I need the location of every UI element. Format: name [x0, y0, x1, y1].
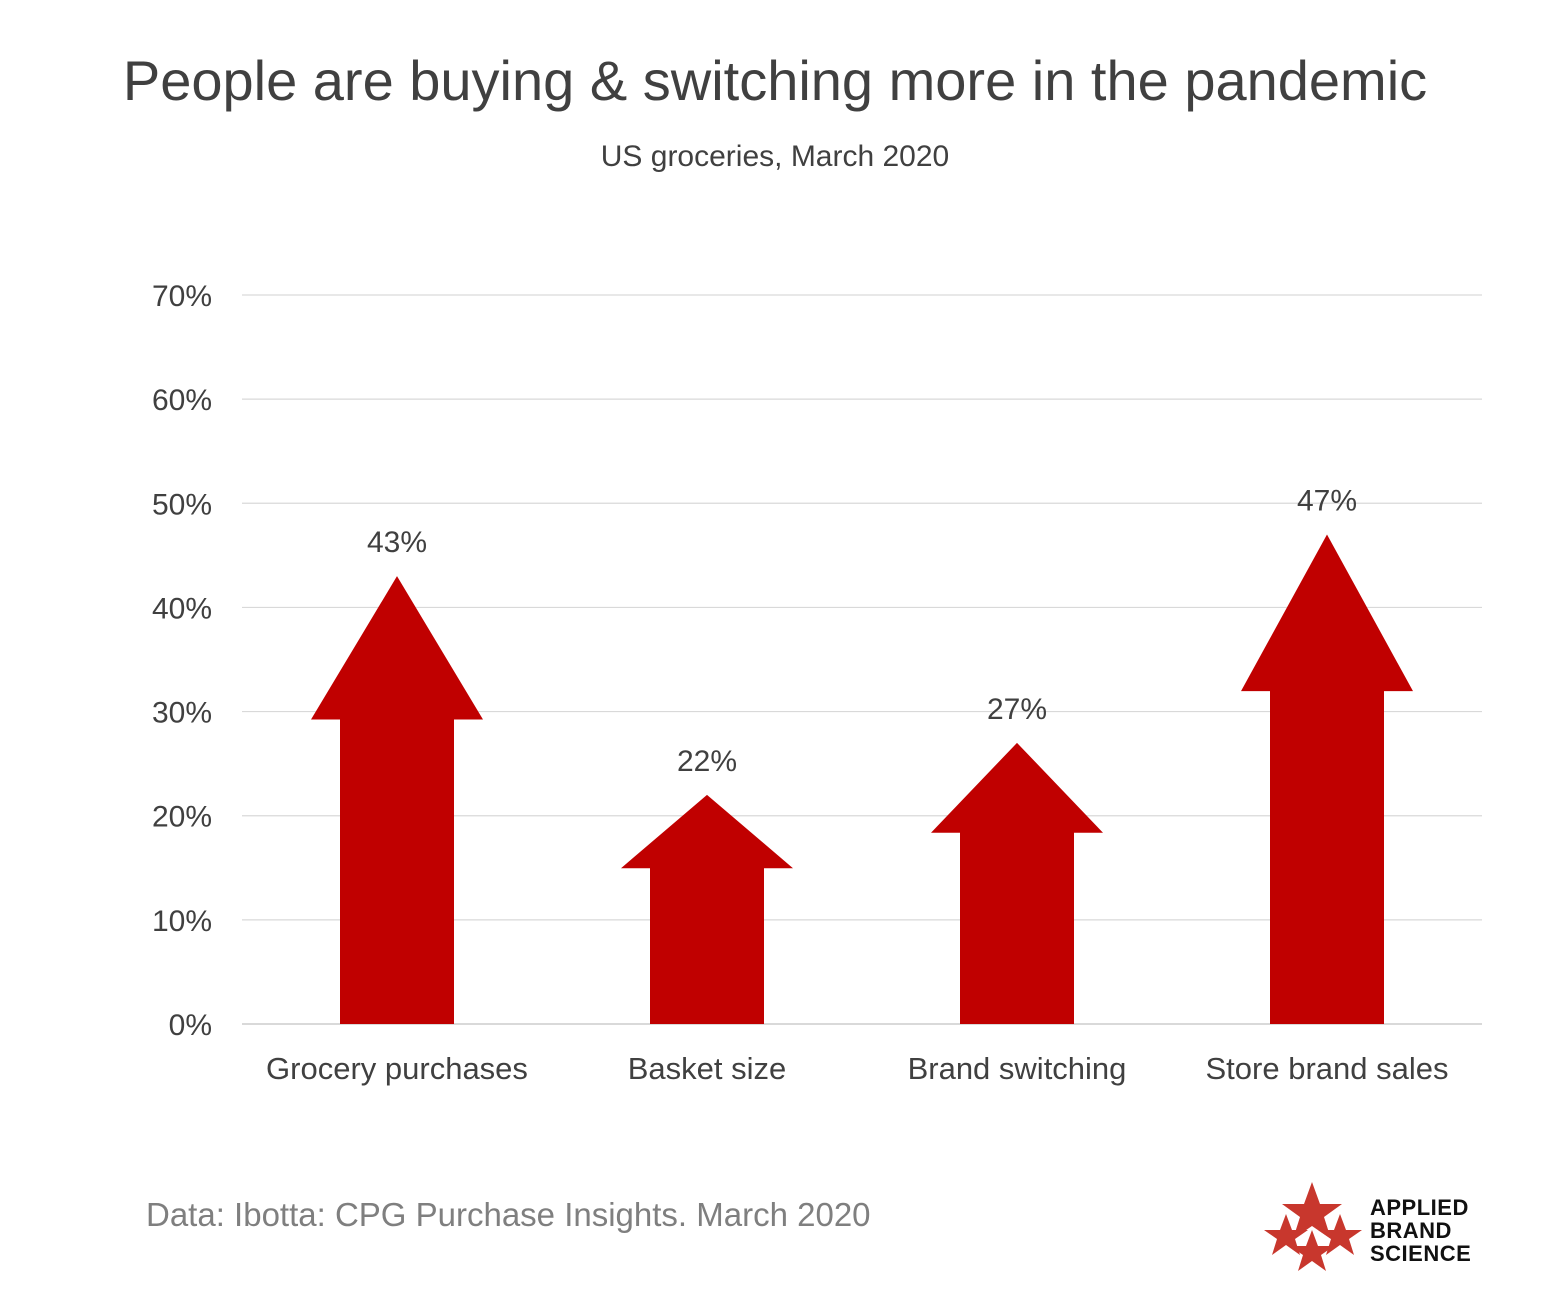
chart-subtitle: US groceries, March 2020: [600, 140, 950, 173]
y-tick-label: 50%: [152, 488, 212, 521]
logo-line-1: APPLIED: [1370, 1195, 1469, 1220]
data-label: 43%: [367, 526, 427, 559]
category-label: Grocery purchases: [266, 1051, 528, 1086]
y-tick-label: 0%: [169, 1009, 212, 1042]
data-label: 22%: [677, 745, 737, 778]
arrow-bar: [311, 576, 483, 1024]
arrow-bar: [931, 742, 1103, 1024]
source-note: Data: Ibotta: CPG Purchase Insights. Mar…: [146, 1196, 871, 1233]
y-tick-label: 20%: [152, 801, 212, 834]
y-tick-label: 30%: [152, 697, 212, 730]
applied-brand-science-logo: APPLIED BRAND SCIENCE: [1262, 1176, 1502, 1276]
arrow-bar: [621, 794, 793, 1024]
arrow-bar: [1241, 534, 1413, 1024]
y-tick-label: 70%: [152, 280, 212, 313]
y-tick-label: 60%: [152, 384, 212, 417]
data-label: 27%: [987, 693, 1047, 726]
y-tick-label: 40%: [152, 592, 212, 625]
category-label: Brand switching: [908, 1051, 1127, 1086]
logo-line-2: BRAND: [1370, 1218, 1452, 1243]
category-label: Store brand sales: [1206, 1051, 1449, 1086]
data-label: 47%: [1297, 485, 1357, 518]
category-label: Basket size: [628, 1051, 787, 1086]
stars-cluster-icon: [1264, 1182, 1362, 1271]
logo-line-3: SCIENCE: [1370, 1241, 1472, 1266]
chart-title: People are buying & switching more in th…: [122, 49, 1428, 112]
y-tick-label: 10%: [152, 905, 212, 938]
